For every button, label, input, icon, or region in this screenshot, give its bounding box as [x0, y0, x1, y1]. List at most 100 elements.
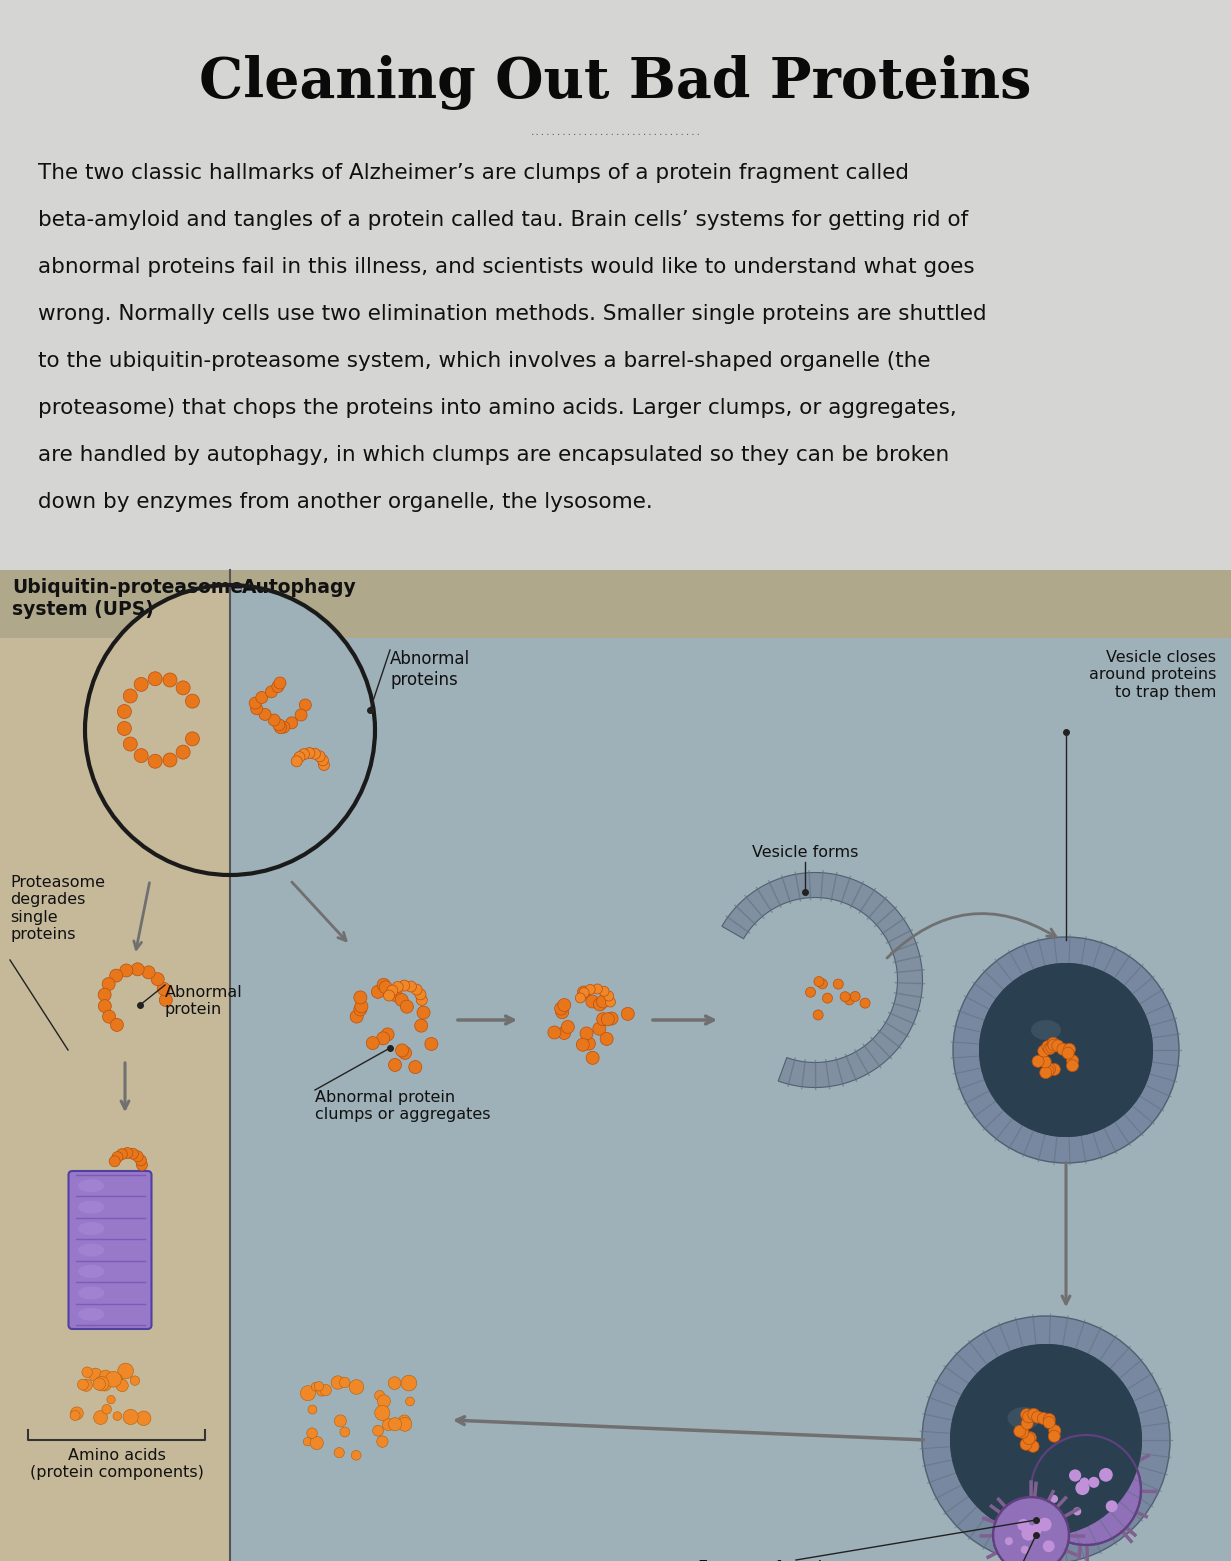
Circle shape — [1066, 1055, 1078, 1066]
Circle shape — [78, 1378, 89, 1391]
Circle shape — [350, 1010, 363, 1022]
Circle shape — [1039, 1055, 1051, 1068]
Circle shape — [415, 988, 426, 1001]
Circle shape — [137, 1411, 151, 1425]
Circle shape — [603, 991, 614, 1001]
Circle shape — [393, 982, 404, 993]
Circle shape — [411, 983, 422, 994]
Text: Abnormal protein
clumps or aggregates: Abnormal protein clumps or aggregates — [315, 1090, 490, 1122]
Circle shape — [1038, 1044, 1050, 1057]
Circle shape — [299, 699, 311, 710]
Circle shape — [1080, 1478, 1089, 1488]
Circle shape — [606, 997, 616, 1007]
Circle shape — [577, 987, 591, 999]
Circle shape — [318, 756, 329, 766]
Circle shape — [162, 673, 177, 687]
Circle shape — [331, 1375, 345, 1389]
Circle shape — [417, 1007, 430, 1019]
Circle shape — [292, 756, 302, 766]
Circle shape — [314, 1381, 324, 1391]
Circle shape — [98, 1378, 111, 1391]
Circle shape — [350, 1380, 364, 1394]
Bar — [0, 0, 1231, 570]
Circle shape — [112, 1152, 123, 1163]
Circle shape — [162, 752, 177, 766]
Circle shape — [388, 1377, 401, 1389]
Circle shape — [294, 751, 305, 763]
Circle shape — [113, 1411, 122, 1421]
Circle shape — [251, 702, 262, 715]
Circle shape — [335, 1414, 346, 1427]
Circle shape — [389, 988, 403, 1002]
Circle shape — [134, 749, 148, 763]
Circle shape — [406, 1397, 415, 1406]
Bar — [0, 570, 1231, 638]
Circle shape — [123, 737, 138, 751]
Circle shape — [298, 749, 309, 760]
Circle shape — [622, 1007, 634, 1021]
Circle shape — [1049, 1063, 1060, 1076]
Text: abnormal proteins fail in this illness, and scientists would like to understand : abnormal proteins fail in this illness, … — [38, 258, 975, 276]
Circle shape — [275, 677, 286, 688]
Circle shape — [580, 1027, 593, 1040]
Circle shape — [1020, 1408, 1033, 1421]
Wedge shape — [85, 585, 230, 876]
Text: proteasome) that chops the proteins into amino acids. Larger clumps, or aggregat: proteasome) that chops the proteins into… — [38, 398, 956, 418]
Circle shape — [555, 1005, 569, 1019]
Circle shape — [113, 1374, 122, 1383]
Ellipse shape — [1007, 1406, 1040, 1428]
Circle shape — [979, 963, 1153, 1136]
Circle shape — [1076, 1481, 1089, 1495]
Circle shape — [118, 1363, 133, 1378]
Text: Cleaning Out Bad Proteins: Cleaning Out Bad Proteins — [199, 55, 1032, 109]
Circle shape — [151, 973, 164, 985]
Circle shape — [844, 994, 854, 1005]
Circle shape — [1030, 1524, 1041, 1536]
Circle shape — [82, 1367, 92, 1377]
Circle shape — [308, 1405, 316, 1414]
Circle shape — [1017, 1519, 1029, 1531]
Circle shape — [367, 1037, 379, 1049]
Circle shape — [98, 988, 111, 1001]
Text: beta-amyloid and tangles of a protein called tau. Brain cells’ systems for getti: beta-amyloid and tangles of a protein ca… — [38, 211, 969, 229]
Circle shape — [130, 1375, 139, 1385]
Circle shape — [950, 1344, 1142, 1536]
Circle shape — [1044, 1043, 1056, 1055]
Circle shape — [1051, 1040, 1064, 1052]
Wedge shape — [230, 585, 375, 876]
Circle shape — [122, 1147, 133, 1158]
Circle shape — [334, 1447, 345, 1458]
Circle shape — [278, 721, 289, 734]
Circle shape — [805, 987, 815, 997]
Bar — [0, 570, 230, 1561]
Circle shape — [309, 748, 320, 759]
Ellipse shape — [78, 1244, 105, 1257]
Circle shape — [273, 718, 284, 731]
Circle shape — [351, 1450, 361, 1460]
Circle shape — [425, 1038, 438, 1051]
Circle shape — [95, 1377, 110, 1391]
Circle shape — [1022, 1527, 1035, 1541]
Circle shape — [259, 709, 271, 721]
Circle shape — [1043, 1541, 1055, 1552]
Circle shape — [606, 1012, 618, 1026]
Circle shape — [558, 999, 571, 1012]
Text: are handled by autophagy, in which clumps are encapsulated so they can be broken: are handled by autophagy, in which clump… — [38, 445, 949, 465]
Circle shape — [1022, 1417, 1033, 1430]
Circle shape — [119, 965, 133, 977]
Circle shape — [286, 716, 298, 729]
Ellipse shape — [78, 1264, 105, 1278]
Circle shape — [597, 994, 609, 1008]
Circle shape — [1014, 1425, 1025, 1438]
Circle shape — [319, 760, 330, 771]
Circle shape — [176, 745, 190, 759]
Circle shape — [851, 991, 860, 1002]
Circle shape — [353, 991, 367, 1004]
Circle shape — [266, 685, 277, 698]
Circle shape — [102, 977, 116, 991]
Circle shape — [158, 982, 170, 996]
Circle shape — [148, 754, 162, 768]
Circle shape — [100, 1371, 112, 1381]
Circle shape — [586, 1052, 599, 1065]
Circle shape — [833, 979, 843, 990]
